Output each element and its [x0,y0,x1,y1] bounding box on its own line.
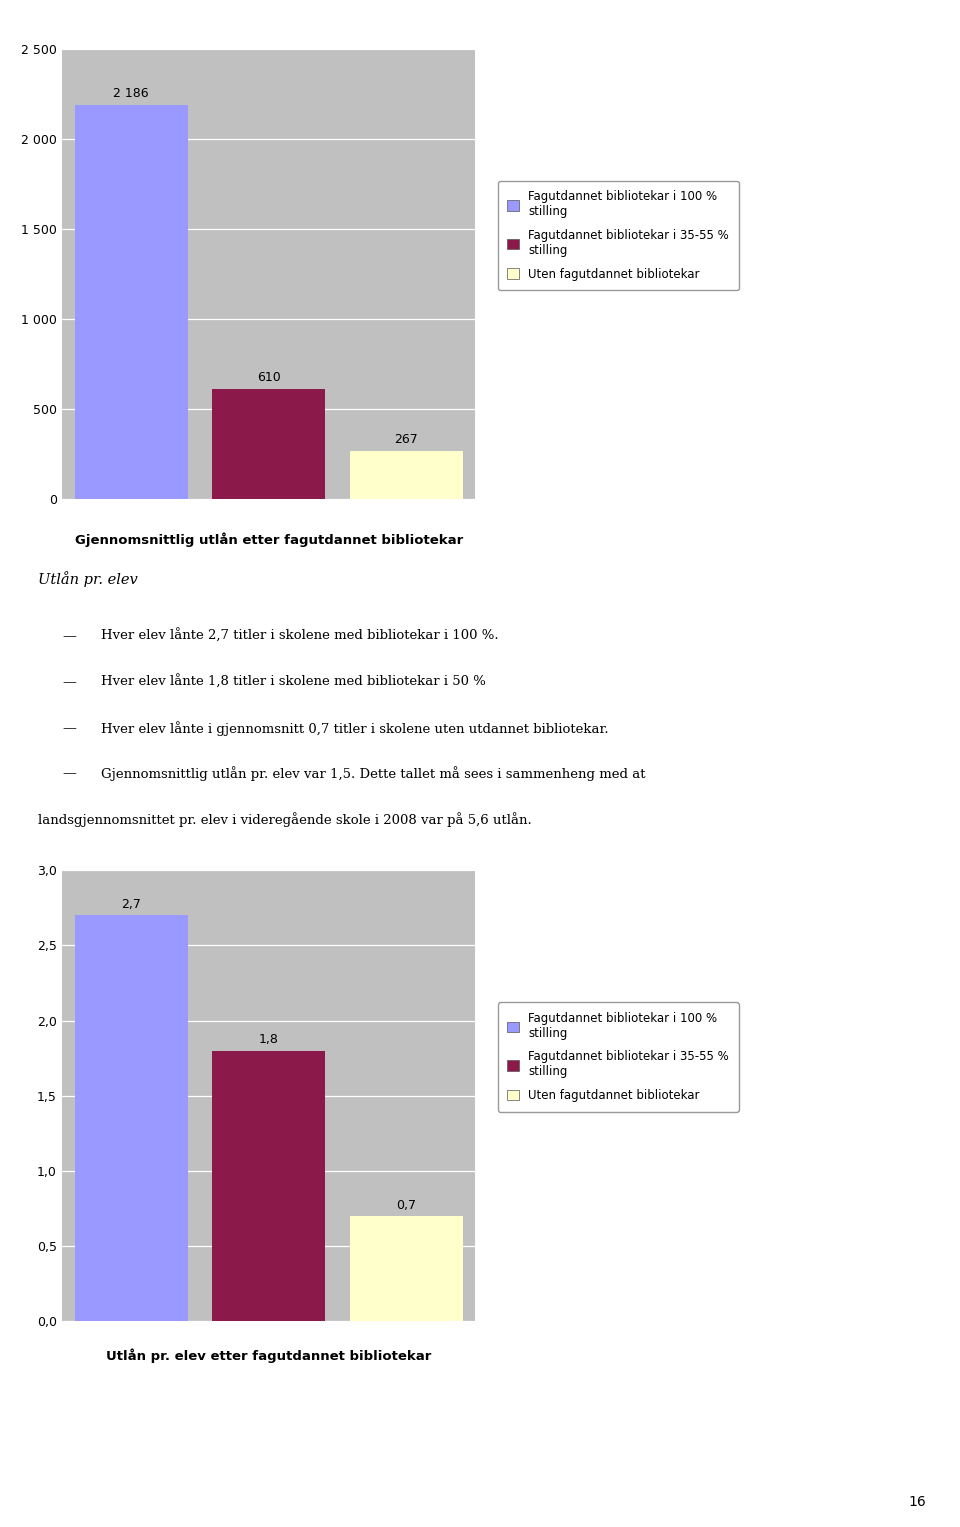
Text: Gjennomsnittlig utlån etter fagutdannet bibliotekar: Gjennomsnittlig utlån etter fagutdannet … [75,533,463,548]
Legend: Fagutdannet bibliotekar i 100 %
stilling, Fagutdannet bibliotekar i 35-55 %
stil: Fagutdannet bibliotekar i 100 % stilling… [497,1002,738,1112]
Bar [75,105,187,499]
Legend: Fagutdannet bibliotekar i 100 %
stilling, Fagutdannet bibliotekar i 35-55 %
stil: Fagutdannet bibliotekar i 100 % stilling… [497,180,738,290]
Text: 1,8: 1,8 [259,1034,278,1046]
Text: landsgjennomsnittet pr. elev i videregående skole i 2008 var på 5,6 utlån.: landsgjennomsnittet pr. elev i videregåe… [38,812,532,828]
Text: —: — [62,675,76,689]
Text: —: — [62,721,76,734]
Bar [350,450,463,499]
Text: 2 186: 2 186 [113,87,149,101]
Text: 2,7: 2,7 [121,898,141,912]
Text: 16: 16 [909,1495,926,1509]
Bar [212,389,325,499]
Text: —: — [62,767,76,780]
Bar [350,1215,463,1321]
Text: 267: 267 [395,434,419,446]
Text: Hver elev lånte 1,8 titler i skolene med bibliotekar i 50 %: Hver elev lånte 1,8 titler i skolene med… [101,675,486,689]
Text: Utlån pr. elev etter fagutdannet bibliotekar: Utlån pr. elev etter fagutdannet bibliot… [107,1348,431,1364]
Text: Utlån pr. elev: Utlån pr. elev [38,571,138,586]
Bar [75,915,187,1321]
Text: Hver elev lånte 2,7 titler i skolene med bibliotekar i 100 %.: Hver elev lånte 2,7 titler i skolene med… [101,629,498,643]
Text: Hver elev lånte i gjennomsnitt 0,7 titler i skolene uten utdannet bibliotekar.: Hver elev lånte i gjennomsnitt 0,7 title… [101,721,609,736]
Bar [212,1051,325,1321]
Text: —: — [62,629,76,643]
Text: Gjennomsnittlig utlån pr. elev var 1,5. Dette tallet må sees i sammenheng med at: Gjennomsnittlig utlån pr. elev var 1,5. … [101,767,645,782]
Text: 0,7: 0,7 [396,1199,417,1211]
Text: 610: 610 [257,371,280,385]
